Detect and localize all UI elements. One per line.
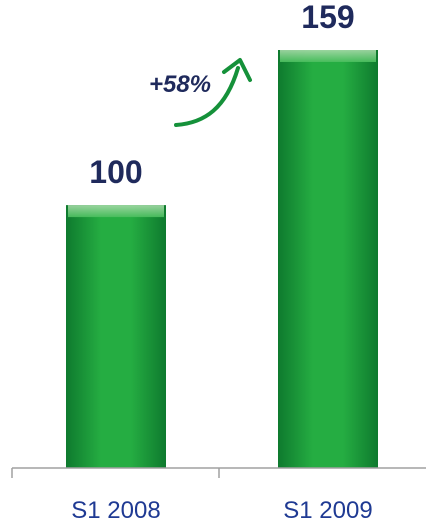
bar-s1-2008 xyxy=(66,205,166,468)
growth-arrow-head-icon xyxy=(222,58,252,82)
bar-s1-2009 xyxy=(278,50,378,468)
growth-arrow-icon xyxy=(174,66,240,127)
category-label-s1-2008: S1 2008 xyxy=(71,497,160,524)
value-label-s1-2008: 100 xyxy=(89,154,142,190)
bar-top-highlight xyxy=(68,205,164,218)
growth-percentage-label: +58% xyxy=(149,71,211,98)
bar-top-highlight xyxy=(280,50,376,62)
labels-group: 100 159 S1 2008 S1 2009 xyxy=(71,0,372,524)
value-label-s1-2009: 159 xyxy=(301,0,354,35)
category-label-s1-2009: S1 2009 xyxy=(283,497,372,524)
bars-group xyxy=(66,50,378,468)
growth-annotation: +58% xyxy=(149,58,252,127)
